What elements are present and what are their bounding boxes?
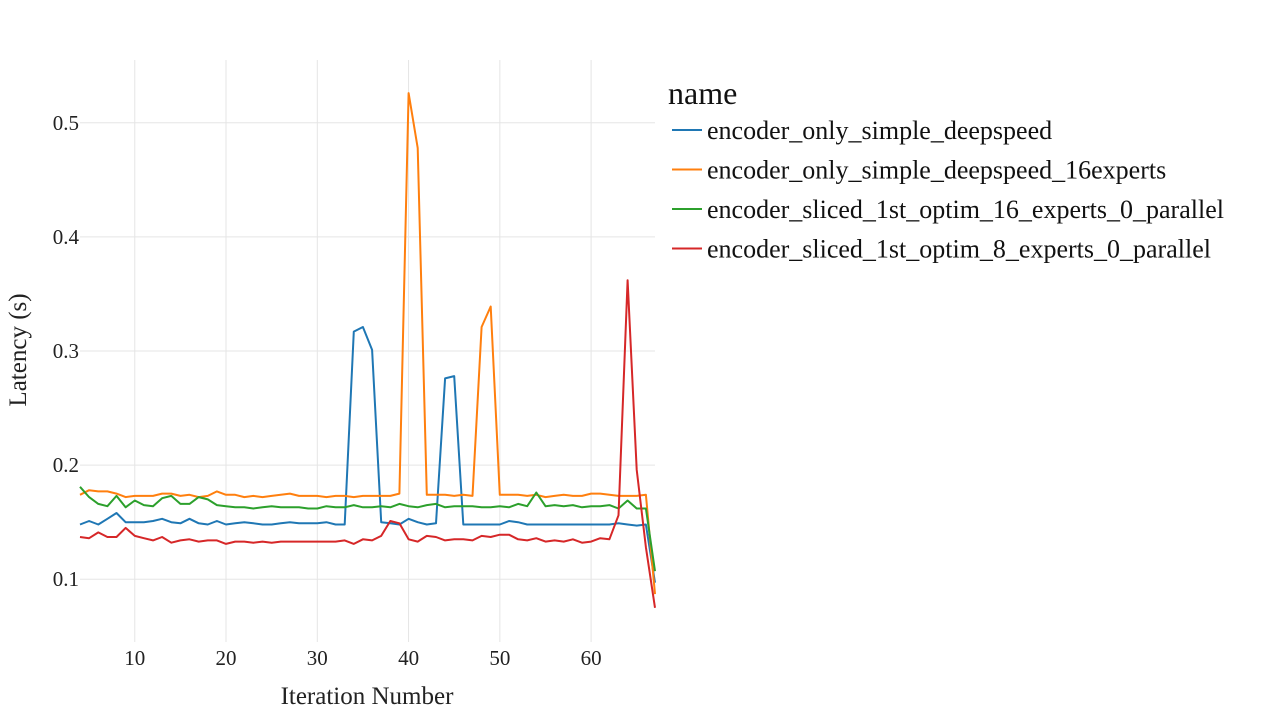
y-tick-labels: 0.1 0.2 0.3 0.4 0.5 <box>53 111 80 591</box>
x-tick-label: 10 <box>124 646 145 670</box>
legend-entry: encoder_sliced_1st_optim_16_experts_0_pa… <box>707 195 1224 224</box>
x-tick-labels: 10 20 30 40 50 60 <box>124 646 601 670</box>
x-tick-label: 50 <box>489 646 510 670</box>
x-tick-label: 60 <box>581 646 602 670</box>
y-tick-label: 0.5 <box>53 111 79 135</box>
x-axis-title: Iteration Number <box>281 683 455 710</box>
series-line <box>79 279 656 608</box>
y-axis-title: Latency (s) <box>5 293 32 406</box>
gridlines <box>80 60 655 642</box>
series-line <box>79 326 656 583</box>
y-tick-label: 0.4 <box>53 225 80 249</box>
x-tick-label: 40 <box>398 646 419 670</box>
legend-entry: encoder_sliced_1st_optim_8_experts_0_par… <box>707 235 1211 264</box>
y-tick-label: 0.2 <box>53 453 79 477</box>
y-tick-label: 0.1 <box>53 567 79 591</box>
legend: name encoder_only_simple_deepspeedencode… <box>668 75 1224 264</box>
y-tick-label: 0.3 <box>53 339 79 363</box>
legend-entry: encoder_only_simple_deepspeed <box>707 116 1052 145</box>
series-line <box>79 486 656 572</box>
legend-entry: encoder_only_simple_deepspeed_16experts <box>707 156 1166 185</box>
x-tick-label: 30 <box>307 646 328 670</box>
series-lines <box>79 92 656 608</box>
legend-title: name <box>668 75 737 111</box>
series-line <box>79 92 656 595</box>
x-tick-label: 20 <box>216 646 237 670</box>
